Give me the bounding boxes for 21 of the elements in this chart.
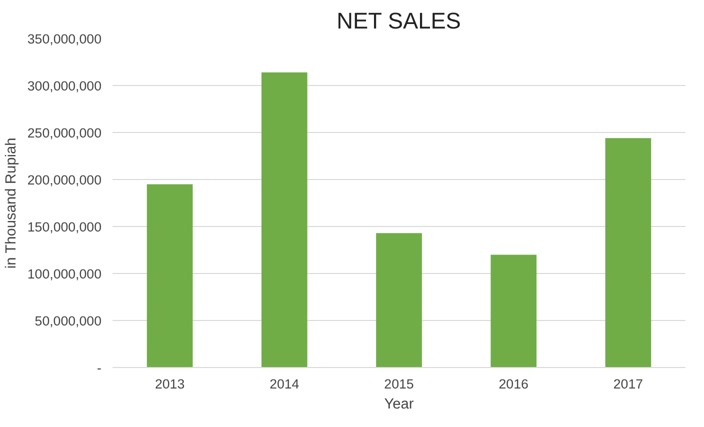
bar xyxy=(376,233,422,368)
y-tick-label: - xyxy=(97,360,102,376)
x-tick-label: 2017 xyxy=(613,376,644,392)
x-tick-label: 2015 xyxy=(384,376,414,392)
x-tick-label: 2014 xyxy=(270,376,300,392)
y-tick-label: 100,000,000 xyxy=(27,266,102,282)
y-tick-label: 200,000,000 xyxy=(27,172,102,188)
bar xyxy=(146,184,193,368)
y-axis-title: in Thousand Rupiah xyxy=(3,138,20,269)
y-tick-label: 300,000,000 xyxy=(27,78,102,94)
x-axis-title: Year xyxy=(384,396,414,412)
bar xyxy=(605,138,652,368)
y-tick-label: 350,000,000 xyxy=(27,32,102,46)
y-tick-label: 150,000,000 xyxy=(27,220,102,234)
chart-title: NET SALES xyxy=(336,8,461,34)
bar xyxy=(261,72,308,368)
bar xyxy=(490,254,537,368)
x-tick-label: 2016 xyxy=(498,376,528,392)
y-tick-label: 50,000,000 xyxy=(34,314,102,328)
x-tick-label: 2013 xyxy=(154,376,185,392)
y-tick-label: 250,000,000 xyxy=(27,126,102,140)
